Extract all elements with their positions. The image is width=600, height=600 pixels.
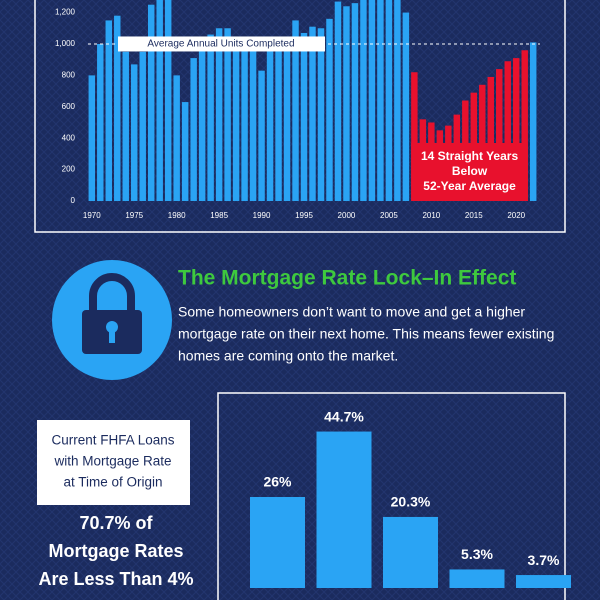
bar: [351, 3, 359, 201]
value-label: 26%: [263, 474, 292, 490]
bar: [513, 58, 520, 201]
bar: [334, 1, 342, 201]
y-tick-label: 400: [62, 133, 76, 142]
bar: [114, 15, 121, 201]
value-label: 44.7%: [324, 408, 364, 424]
bar: [300, 32, 308, 201]
bar: [360, 0, 367, 201]
bar: [411, 72, 418, 201]
bar: [207, 34, 214, 201]
description: Some homeowners don’t want to move and g…: [178, 304, 525, 320]
bar: [383, 516, 438, 588]
bar: [496, 69, 503, 201]
bar: [504, 61, 511, 201]
y-tick-label: 1,000: [55, 39, 76, 48]
bar: [521, 50, 528, 201]
annotation: Average Annual Units Completed: [147, 39, 294, 50]
callout: Are Less Than 4%: [38, 569, 193, 589]
bar: [250, 497, 305, 588]
legend-box-text: Current FHFA Loans: [51, 433, 174, 448]
bar: [139, 51, 146, 201]
bar: [316, 431, 372, 588]
bar: [309, 26, 316, 201]
y-tick-label: 800: [62, 70, 76, 79]
lock-keyhole: [109, 329, 115, 343]
bar: [368, 0, 376, 201]
bar: [258, 70, 265, 201]
y-tick-label: 600: [62, 102, 76, 111]
value-label: 5.3%: [461, 546, 493, 562]
x-tick-label: 2010: [422, 211, 440, 220]
lock-shackle: [89, 273, 135, 312]
bar: [156, 0, 163, 201]
bottom-frame: [217, 392, 566, 600]
bar: [487, 76, 494, 201]
bar: [317, 28, 325, 201]
callout-text: Below: [452, 164, 488, 178]
bar: [198, 42, 206, 201]
bar: [164, 0, 172, 201]
callout-text: 52-Year Average: [423, 179, 516, 193]
bar: [181, 102, 189, 201]
bar: [190, 58, 197, 201]
bar: [97, 43, 104, 201]
value-label: 3.7%: [528, 552, 560, 568]
bar: [394, 0, 401, 201]
bar: [88, 75, 96, 201]
bar: [377, 0, 384, 201]
bar: [147, 4, 155, 201]
callout-box: [411, 143, 528, 201]
description: homes are coming onto the market.: [178, 348, 398, 364]
bar: [249, 43, 257, 201]
x-tick-label: 1985: [210, 211, 228, 220]
legend-box: [37, 420, 190, 505]
legend-box-text: with Mortgage Rate: [53, 454, 171, 469]
x-tick-label: 1990: [253, 211, 271, 220]
description: mortgage rate on their next home. This m…: [178, 326, 554, 342]
bar: [122, 51, 129, 201]
callout: Mortgage Rates: [48, 541, 183, 561]
annotation-box: [118, 36, 325, 52]
section-title: The Mortgage Rate Lock–In Effect: [178, 267, 516, 290]
bar: [215, 28, 223, 201]
bar: [479, 84, 486, 201]
top-frame: [34, 0, 566, 233]
y-tick-label: 1,200: [55, 8, 76, 17]
bar: [529, 42, 537, 201]
x-tick-label: 2000: [338, 211, 356, 220]
bar: [402, 12, 410, 201]
x-tick-label: 2020: [507, 211, 525, 220]
x-tick-label: 1995: [295, 211, 313, 220]
x-tick-label: 2015: [465, 211, 483, 220]
bar: [232, 40, 240, 201]
x-tick-label: 2005: [380, 211, 398, 220]
value-label: 20.3%: [391, 494, 431, 510]
bar: [516, 575, 571, 588]
legend-box-text: at Time of Origin: [63, 475, 162, 490]
y-tick-label: 200: [62, 165, 76, 174]
bar: [131, 64, 138, 201]
bar: [224, 28, 231, 201]
x-tick-label: 1980: [168, 211, 186, 220]
callout: 70.7% of: [79, 513, 153, 533]
y-tick-label: 0: [71, 196, 76, 205]
bar: [326, 18, 333, 201]
bar: [385, 0, 393, 201]
bar: [283, 37, 291, 201]
callout-text: 14 Straight Years: [421, 149, 518, 163]
bar: [343, 6, 350, 201]
bar: [241, 45, 248, 201]
bar: [292, 20, 299, 201]
bar: [275, 39, 282, 201]
bar: [173, 75, 180, 201]
x-tick-label: 1970: [83, 211, 101, 220]
x-tick-label: 1975: [125, 211, 143, 220]
bar: [266, 50, 274, 201]
bar: [105, 20, 112, 201]
bar: [449, 569, 505, 588]
